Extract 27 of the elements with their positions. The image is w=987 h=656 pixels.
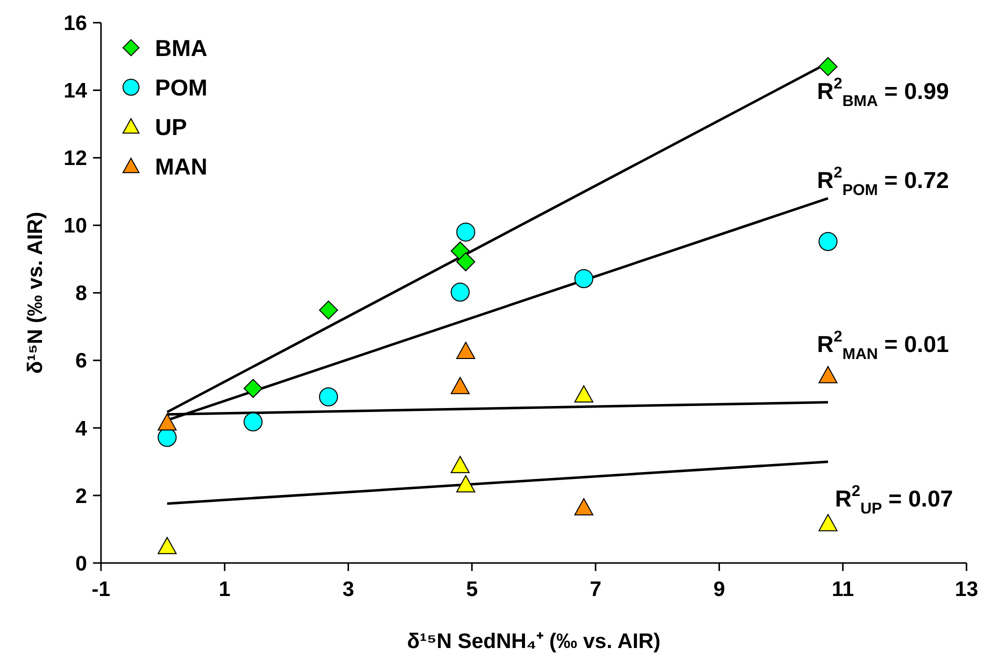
legend-label: BMA bbox=[155, 34, 208, 61]
y-tick-label: 8 bbox=[75, 282, 88, 306]
y-tick-label: 16 bbox=[64, 12, 87, 36]
x-axis-title: δ¹⁵N SedNH₄⁺ (‰ vs. AIR) bbox=[406, 630, 661, 653]
x-tick-label: -1 bbox=[92, 578, 111, 601]
annotation: R$^{2}$$_{POM}$ = 0.72 bbox=[817, 164, 949, 199]
y-axis-title: δ¹⁵N (‰ vs. AIR) bbox=[24, 212, 47, 374]
x-tick-label: 11 bbox=[832, 578, 854, 601]
x-tick-label: 5 bbox=[466, 578, 478, 601]
x-tick-label: 3 bbox=[342, 578, 354, 601]
y-tick-label: 14 bbox=[64, 80, 88, 103]
x-tick-label: 1 bbox=[218, 578, 231, 601]
x-tick-label: 13 bbox=[954, 578, 978, 601]
y-tick-label: 0 bbox=[75, 552, 87, 576]
legend-label: UP bbox=[155, 114, 187, 140]
annotation: R$^{2}$$_{BMA}$ = 0.99 bbox=[817, 76, 949, 110]
annotation: R$^{2}$$_{UP}$ = 0.07 bbox=[835, 483, 954, 518]
x-tick-label: 7 bbox=[590, 578, 602, 601]
y-tick-label: 12 bbox=[64, 147, 87, 170]
y-tick-label: 10 bbox=[64, 214, 87, 238]
legend-label: POM bbox=[155, 74, 208, 100]
y-tick-label: 2 bbox=[75, 484, 87, 508]
legend-label: MAN bbox=[155, 153, 208, 180]
y-tick-label: 6 bbox=[75, 350, 87, 373]
x-tick-label: 9 bbox=[713, 578, 726, 601]
y-tick-label: 4 bbox=[75, 417, 88, 440]
annotation: R$^{2}$$_{MAN}$ = 0.01 bbox=[817, 328, 950, 363]
